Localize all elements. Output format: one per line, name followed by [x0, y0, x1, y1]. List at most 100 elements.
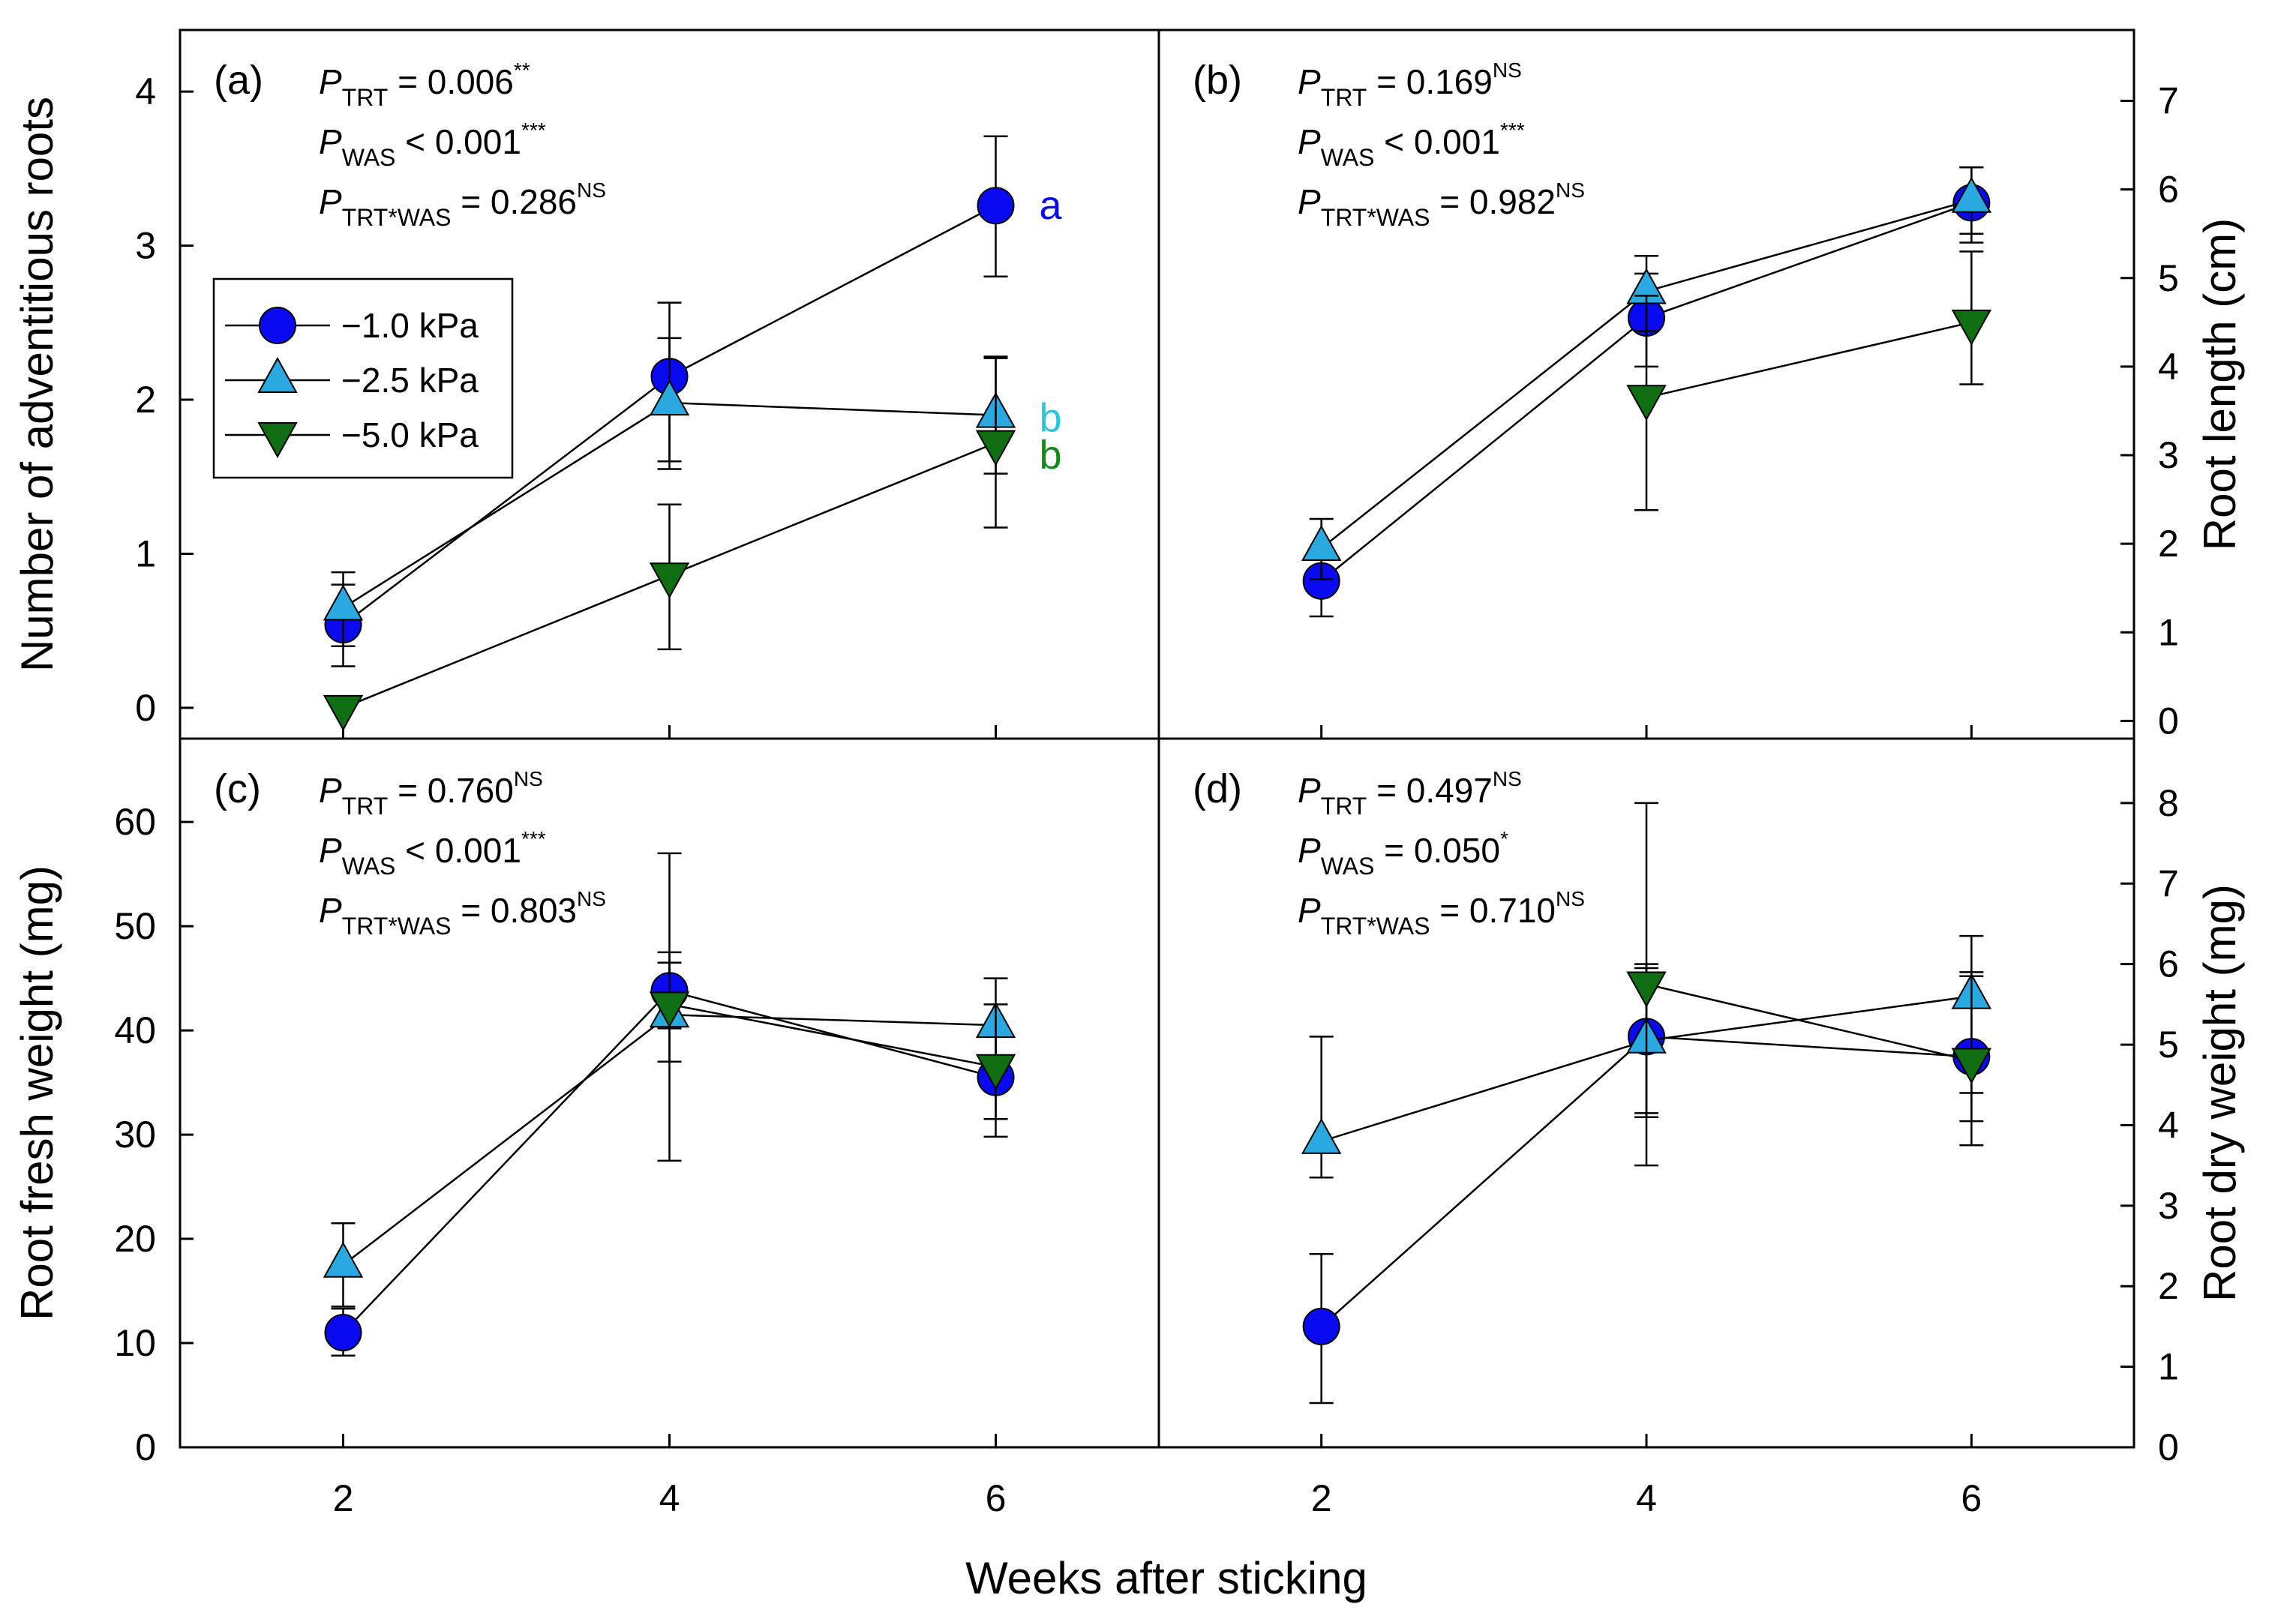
- y-tick-label: 4: [2158, 1104, 2179, 1146]
- panel-label: (a): [214, 58, 263, 103]
- y-tick-label: 50: [114, 905, 156, 947]
- data-point-triangle-down: [649, 562, 690, 599]
- triangle-down-icon: [257, 422, 298, 459]
- stat-subscript: TRT: [342, 84, 389, 111]
- stat-line: PTRT = 0.169NS: [1298, 58, 1522, 111]
- significance-letter: b: [1040, 433, 1062, 478]
- stat-value: = 0.760: [388, 771, 514, 810]
- stat-value: < 0.001: [395, 831, 521, 870]
- y-axis-title: Root fresh weight (mg): [12, 865, 62, 1321]
- legend: −1.0 kPa −2.5 kPa −5.0 kPa: [212, 277, 514, 479]
- stat-symbol: P: [1298, 771, 1321, 810]
- y-tick-label: 2: [2158, 523, 2179, 565]
- data-point-circle: [977, 187, 1015, 225]
- series-line: [1646, 983, 1972, 1062]
- stat-line: PTRT*WAS = 0.982NS: [1298, 178, 1585, 231]
- series-triangle-down: [323, 357, 1016, 731]
- x-tick-label: 2: [1311, 1477, 1332, 1519]
- data-point-triangle-down: [1951, 309, 1992, 346]
- stat-subscript: WAS: [1321, 853, 1375, 880]
- stat-subscript: TRT*WAS: [342, 913, 452, 940]
- y-tick-label: 6: [2158, 169, 2179, 211]
- panel-label: (c): [214, 766, 261, 811]
- series-triangle-down: [1626, 250, 1992, 511]
- data-point-triangle-down: [649, 991, 690, 1028]
- legend-entry: −5.0 kPa: [225, 415, 479, 459]
- stat-subscript: TRT*WAS: [342, 204, 452, 231]
- panel-label: (d): [1193, 766, 1242, 811]
- y-tick-label: 8: [2158, 782, 2179, 824]
- y-tick-label: 1: [2158, 611, 2179, 653]
- y-tick-label: 3: [135, 225, 156, 267]
- data-point-triangle-up: [1301, 1117, 1342, 1154]
- stat-subscript: TRT*WAS: [1321, 913, 1430, 940]
- triangle-up-icon: [257, 356, 298, 393]
- y-tick-label: 7: [2158, 862, 2179, 904]
- data-point-triangle-down: [1951, 1048, 1992, 1084]
- stat-line: PTRT = 0.760NS: [319, 767, 543, 820]
- stat-line: PTRT*WAS = 0.803NS: [319, 887, 606, 940]
- stat-line: PWAS < 0.001***: [319, 827, 546, 880]
- panel-d: 0 1 2 3 4 5 6 7 8 2 4 6 Root dry weight (mg) (d) PTRT …: [1193, 766, 2245, 1519]
- y-tick-label: 5: [2158, 257, 2179, 299]
- stat-superscript: NS: [1556, 178, 1585, 202]
- stat-superscript: **: [514, 58, 530, 82]
- y-tick-label: 1: [135, 532, 156, 574]
- y-tick-label: 0: [135, 687, 156, 729]
- stat-value: = 0.982: [1430, 182, 1556, 221]
- stat-line: PTRT*WAS = 0.710NS: [1298, 887, 1585, 940]
- stat-symbol: P: [1298, 122, 1321, 161]
- stat-value: < 0.001: [395, 122, 521, 161]
- stat-subscript: TRT: [1321, 84, 1367, 111]
- significance-letter: a: [1040, 183, 1063, 228]
- legend-label: −2.5 kPa: [341, 361, 479, 400]
- stat-symbol: P: [1298, 891, 1321, 930]
- y-tick-label: 0: [2158, 1426, 2179, 1468]
- stat-line: PTRT*WAS = 0.286NS: [319, 178, 606, 231]
- x-tick-label: 6: [986, 1477, 1007, 1519]
- y-tick-label: 60: [114, 801, 156, 843]
- data-point-triangle-down: [1626, 971, 1667, 1008]
- stat-line: PTRT = 0.497NS: [1298, 767, 1522, 820]
- legend-label: −5.0 kPa: [341, 415, 479, 454]
- y-axis-title: Root length (cm): [2195, 218, 2245, 551]
- stat-symbol: P: [1298, 182, 1321, 221]
- data-point-triangle-up: [323, 1241, 364, 1278]
- y-axis-title: Number of adventitious roots: [12, 97, 62, 672]
- data-point-circle: [324, 1314, 362, 1352]
- data-point-triangle-up: [1951, 176, 1992, 213]
- series-line: [669, 1003, 996, 1068]
- stat-superscript: *: [1500, 827, 1508, 850]
- y-axis-title: Root dry weight (mg): [2195, 884, 2245, 1302]
- panel-c: 0 10 20 30 40 50 60 2 4 6 Root fresh weight (mg) (c…: [12, 766, 1016, 1519]
- y-tick-label: 2: [2158, 1265, 2179, 1307]
- data-point-triangle-down: [975, 430, 1016, 466]
- stat-line: PTRT = 0.006**: [319, 58, 530, 111]
- y-tick-label: 2: [135, 379, 156, 421]
- series-line: [1646, 321, 1972, 399]
- stat-symbol: P: [1298, 831, 1321, 870]
- stat-value: = 0.497: [1367, 771, 1493, 810]
- stat-superscript: ***: [1500, 118, 1525, 142]
- y-tick-label: 20: [114, 1218, 156, 1260]
- y-tick-label: 3: [2158, 1185, 2179, 1227]
- stat-symbol: P: [319, 891, 342, 930]
- data-point-triangle-down: [1626, 385, 1667, 421]
- series-triangle-down: [649, 852, 1016, 1162]
- stat-superscript: ***: [521, 827, 546, 850]
- stat-subscript: WAS: [342, 853, 396, 880]
- stat-subscript: TRT*WAS: [1321, 204, 1430, 231]
- y-tick-label: 4: [2158, 346, 2179, 388]
- stat-symbol: P: [319, 62, 342, 101]
- stat-value: = 0.803: [451, 891, 577, 930]
- stat-value: = 0.050: [1374, 831, 1500, 870]
- stat-value: = 0.006: [388, 62, 514, 101]
- stat-value: = 0.169: [1367, 62, 1493, 101]
- series-triangle-down: [1626, 802, 1992, 1123]
- legend-label: −1.0 kPa: [341, 306, 479, 345]
- legend-entries: −1.0 kPa −2.5 kPa −5.0 kPa: [225, 306, 479, 459]
